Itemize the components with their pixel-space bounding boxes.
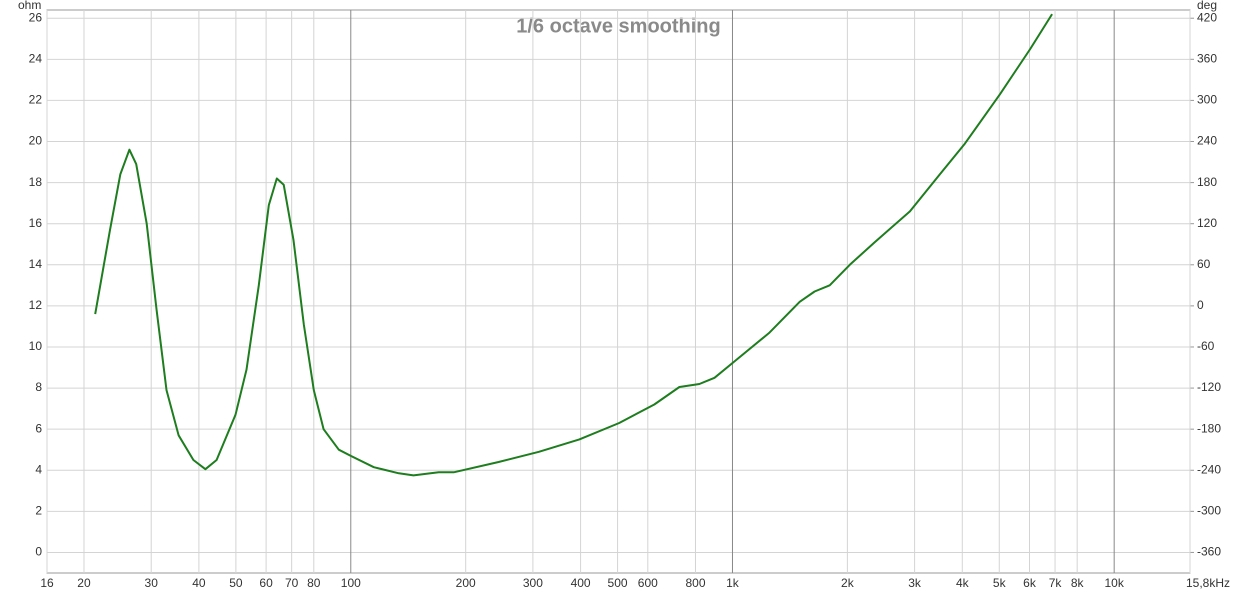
- y-tick-label: 18: [29, 175, 43, 189]
- plot-area: [46, 9, 1191, 574]
- x-tick-label: 5k: [993, 576, 1007, 590]
- x-tick-label: 500: [608, 576, 628, 590]
- y2-tick-label: 60: [1197, 257, 1211, 271]
- x-tick-label: 300: [523, 576, 543, 590]
- y-tick-label: 6: [35, 421, 42, 435]
- y-tick-label: 10: [29, 339, 43, 353]
- y-tick-label: 26: [29, 10, 43, 24]
- y-tick-label: 12: [29, 298, 43, 312]
- y-tick-label: 8: [35, 380, 42, 394]
- y2-tick-label: 300: [1197, 93, 1217, 107]
- y2-tick-label: 420: [1197, 10, 1217, 24]
- x-tick-label: 20: [77, 576, 91, 590]
- x-tick-label: 2k: [841, 576, 855, 590]
- chart-title: 1/6 octave smoothing: [516, 15, 721, 37]
- y2-tick-label: -180: [1197, 421, 1221, 435]
- y-tick-label: 16: [29, 216, 43, 230]
- x-tick-label: 30: [145, 576, 159, 590]
- y2-tick-label: -240: [1197, 462, 1221, 476]
- x-tick-label: 200: [456, 576, 476, 590]
- x-tick-label: 8k: [1071, 576, 1085, 590]
- x-tick-label: 1k: [726, 576, 740, 590]
- y-tick-label: 22: [29, 93, 43, 107]
- x-tick-label: 800: [685, 576, 705, 590]
- y2-tick-label: 360: [1197, 51, 1217, 65]
- x-tick-label: 40: [192, 576, 206, 590]
- y2-tick-label: -360: [1197, 545, 1221, 559]
- x-tick-label: 4k: [956, 576, 970, 590]
- y2-tick-label: -120: [1197, 380, 1221, 394]
- y2-tick-label: -60: [1197, 339, 1215, 353]
- x-tick-label: 3k: [908, 576, 922, 590]
- y-tick-label: 4: [35, 462, 42, 476]
- y-tick-label: 2: [35, 504, 42, 518]
- x-tick-label: 50: [229, 576, 243, 590]
- x-tick-label: 80: [307, 576, 321, 590]
- y2-tick-label: 0: [1197, 298, 1204, 312]
- impedance-line: [94, 13, 1053, 477]
- y2-tick-label: 120: [1197, 216, 1217, 230]
- y-tick-label: 20: [29, 134, 43, 148]
- y2-axis-label: deg: [1197, 0, 1217, 12]
- y-axis-label: ohm: [18, 0, 41, 12]
- x-tick-label: 100: [341, 576, 361, 590]
- x-tick-label: 60: [259, 576, 273, 590]
- x-tick-label: 15,8kHz: [1186, 576, 1230, 590]
- y-tick-label: 14: [29, 257, 43, 271]
- x-tick-label: 16: [40, 576, 54, 590]
- y-tick-label: 24: [29, 51, 43, 65]
- y2-tick-label: 240: [1197, 134, 1217, 148]
- x-tick-label: 600: [638, 576, 658, 590]
- y2-tick-label: -300: [1197, 504, 1221, 518]
- x-tick-label: 400: [571, 576, 591, 590]
- y2-tick-label: 180: [1197, 175, 1217, 189]
- y-tick-label: 0: [35, 545, 42, 559]
- x-tick-label: 10k: [1104, 576, 1124, 590]
- x-tick-label: 70: [285, 576, 299, 590]
- x-tick-label: 7k: [1049, 576, 1063, 590]
- x-tick-label: 6k: [1023, 576, 1037, 590]
